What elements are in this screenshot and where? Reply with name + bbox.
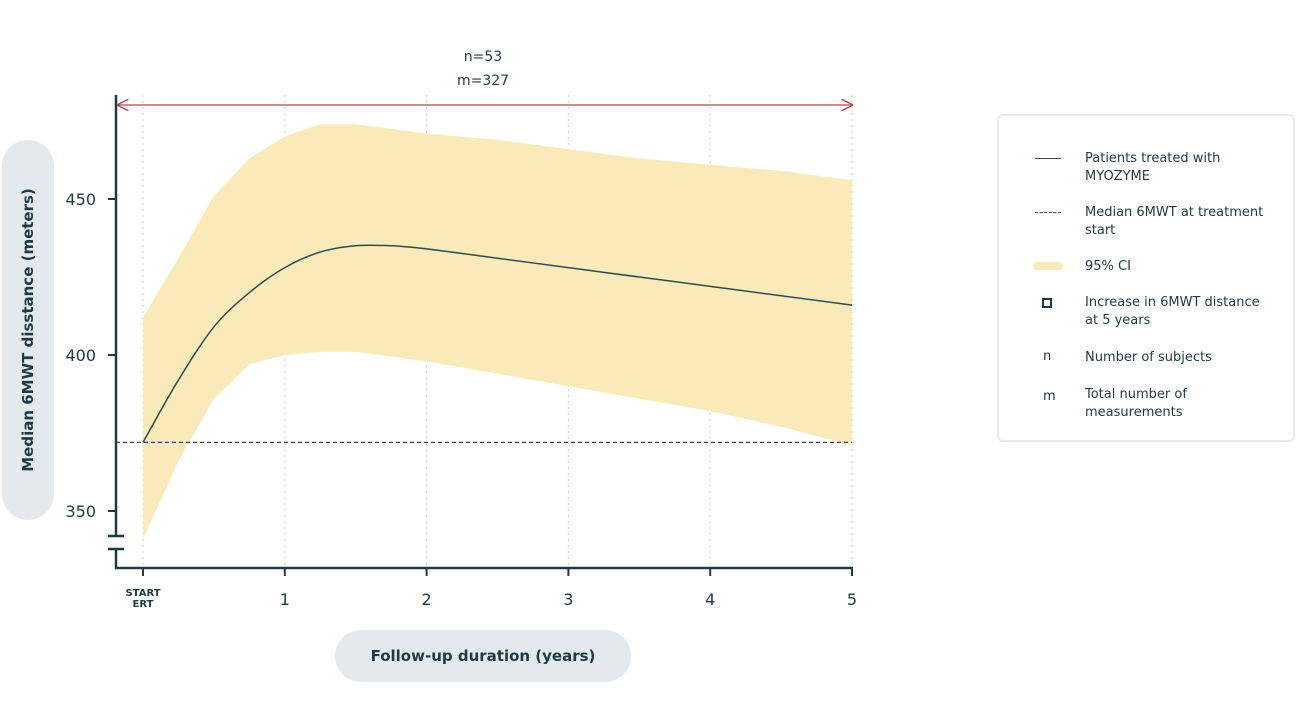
legend-item-m: m Total number of measurements	[999, 386, 1293, 422]
band-legend-icon	[999, 258, 1085, 290]
legend-label: Number of subjects	[1085, 350, 1212, 365]
x-tick-label: 4	[705, 590, 715, 609]
legend-letter: n	[1043, 349, 1052, 364]
legend-item-baseline: Median 6MWT at treatment start	[999, 204, 1293, 240]
x-tick-label: ERT	[133, 599, 154, 610]
x-tick-label: 3	[563, 590, 573, 609]
y-tick-label: 400	[65, 346, 96, 365]
x-axis-label: Follow-up duration (years)	[335, 630, 631, 682]
x-tick-label: 5	[847, 590, 857, 609]
legend-label: Total number of measurements	[1085, 387, 1187, 420]
series-line-myozyme	[142, 244, 853, 443]
legend-item-n: n Number of subjects	[999, 349, 1293, 381]
y-axis-label-text: Median 6MWT disstance (meters)	[19, 188, 38, 472]
x-tick-label: 1	[280, 590, 290, 609]
legend-label: Patients treated with MYOZYME	[1085, 151, 1221, 184]
letter-n-legend-icon: n	[999, 349, 1085, 381]
annotation-m: m=327	[457, 73, 509, 89]
axes	[108, 95, 853, 570]
y-tick-label: 450	[65, 190, 96, 209]
x-tick-label: 2	[422, 590, 432, 609]
dashed-line-legend-icon	[999, 204, 1085, 236]
legend-item-ci: 95% CI	[999, 258, 1293, 290]
x-axis-label-text: Follow-up duration (years)	[370, 647, 596, 665]
legend-label: Median 6MWT at treatment start	[1085, 205, 1264, 238]
legend-item-myozyme: Patients treated with MYOZYME	[999, 150, 1293, 186]
x-tick-label: START	[125, 588, 160, 599]
y-axis-label: Median 6MWT disstance (meters)	[2, 140, 54, 520]
legend-letter: m	[1043, 389, 1056, 404]
letter-m-legend-icon: m	[999, 386, 1085, 418]
ci-band	[143, 124, 852, 540]
legend-label: 95% CI	[1085, 259, 1131, 274]
y-tick-label: 350	[65, 502, 96, 521]
legend-label: Increase in 6MWT distance at 5 years	[1085, 295, 1260, 328]
line-legend-icon	[999, 150, 1085, 182]
legend-item-increase: Increase in 6MWT distance at 5 years	[999, 294, 1293, 330]
square-legend-icon	[999, 294, 1085, 326]
annotation-n: n=53	[464, 49, 502, 65]
legend: Patients treated with MYOZYME Median 6MW…	[997, 114, 1295, 442]
